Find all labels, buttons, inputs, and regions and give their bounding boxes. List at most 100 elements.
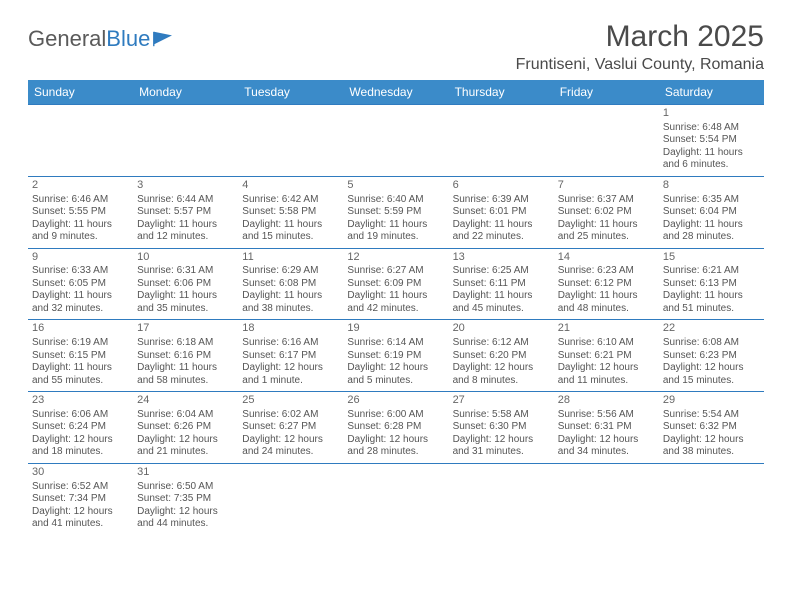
sunset-text: Sunset: 5:54 PM [663,134,760,147]
sunset-text: Sunset: 7:34 PM [32,493,129,506]
daylight-text: Daylight: 12 hours and 21 minutes. [137,434,234,459]
calendar-day [133,105,238,177]
sunrise-text: Sunrise: 6:00 AM [347,409,444,422]
sunrise-text: Sunrise: 6:02 AM [242,409,339,422]
sunrise-text: Sunrise: 6:21 AM [663,265,760,278]
sunset-text: Sunset: 6:23 PM [663,350,760,363]
sunset-text: Sunset: 6:06 PM [137,278,234,291]
logo-text-blue: Blue [106,26,150,52]
title-block: March 2025 Fruntiseni, Vaslui County, Ro… [516,20,764,74]
sunrise-text: Sunrise: 6:39 AM [453,194,550,207]
daylight-text: Daylight: 12 hours and 18 minutes. [32,434,129,459]
daylight-text: Daylight: 11 hours and 32 minutes. [32,290,129,315]
sunrise-text: Sunrise: 6:46 AM [32,194,129,207]
calendar-day: 22Sunrise: 6:08 AMSunset: 6:23 PMDayligh… [659,320,764,392]
sunrise-text: Sunrise: 6:18 AM [137,337,234,350]
sunrise-text: Sunrise: 6:06 AM [32,409,129,422]
daylight-text: Daylight: 12 hours and 44 minutes. [137,506,234,531]
sunrise-text: Sunrise: 6:25 AM [453,265,550,278]
day-header: Wednesday [343,80,448,105]
sunrise-text: Sunrise: 6:40 AM [347,194,444,207]
day-number: 8 [663,179,760,193]
calendar-page: GeneralBlue March 2025 Fruntiseni, Vaslu… [0,0,792,555]
sunrise-text: Sunrise: 6:37 AM [558,194,655,207]
daylight-text: Daylight: 11 hours and 15 minutes. [242,219,339,244]
sunrise-text: Sunrise: 5:58 AM [453,409,550,422]
sunset-text: Sunset: 6:17 PM [242,350,339,363]
day-number: 27 [453,394,550,408]
calendar-day: 21Sunrise: 6:10 AMSunset: 6:21 PMDayligh… [554,320,659,392]
daylight-text: Daylight: 12 hours and 28 minutes. [347,434,444,459]
sunset-text: Sunset: 7:35 PM [137,493,234,506]
calendar-day: 7Sunrise: 6:37 AMSunset: 6:02 PMDaylight… [554,176,659,248]
daylight-text: Daylight: 11 hours and 9 minutes. [32,219,129,244]
daylight-text: Daylight: 12 hours and 24 minutes. [242,434,339,459]
sunset-text: Sunset: 6:28 PM [347,421,444,434]
day-number: 28 [558,394,655,408]
sunset-text: Sunset: 6:31 PM [558,421,655,434]
day-number: 25 [242,394,339,408]
logo-text-general: General [28,26,106,52]
day-number: 6 [453,179,550,193]
calendar-day: 18Sunrise: 6:16 AMSunset: 6:17 PMDayligh… [238,320,343,392]
sunset-text: Sunset: 6:21 PM [558,350,655,363]
day-number: 23 [32,394,129,408]
day-number: 12 [347,251,444,265]
sunrise-text: Sunrise: 6:14 AM [347,337,444,350]
day-number: 20 [453,322,550,336]
calendar-day [238,463,343,534]
calendar-day [659,463,764,534]
sunset-text: Sunset: 6:26 PM [137,421,234,434]
sunrise-text: Sunrise: 6:48 AM [663,122,760,135]
sunrise-text: Sunrise: 6:12 AM [453,337,550,350]
sunrise-text: Sunrise: 6:44 AM [137,194,234,207]
sunset-text: Sunset: 6:32 PM [663,421,760,434]
calendar-day: 1Sunrise: 6:48 AMSunset: 5:54 PMDaylight… [659,105,764,177]
day-number: 19 [347,322,444,336]
calendar-day [343,463,448,534]
calendar-day: 8Sunrise: 6:35 AMSunset: 6:04 PMDaylight… [659,176,764,248]
day-number: 1 [663,107,760,121]
sunset-text: Sunset: 6:01 PM [453,206,550,219]
day-number: 7 [558,179,655,193]
calendar-day: 20Sunrise: 6:12 AMSunset: 6:20 PMDayligh… [449,320,554,392]
calendar-day: 5Sunrise: 6:40 AMSunset: 5:59 PMDaylight… [343,176,448,248]
day-number: 3 [137,179,234,193]
calendar-week: 9Sunrise: 6:33 AMSunset: 6:05 PMDaylight… [28,248,764,320]
sunset-text: Sunset: 6:11 PM [453,278,550,291]
calendar-day: 3Sunrise: 6:44 AMSunset: 5:57 PMDaylight… [133,176,238,248]
daylight-text: Daylight: 11 hours and 48 minutes. [558,290,655,315]
calendar-day: 26Sunrise: 6:00 AMSunset: 6:28 PMDayligh… [343,392,448,464]
calendar-body: 1Sunrise: 6:48 AMSunset: 5:54 PMDaylight… [28,105,764,535]
calendar-day [554,463,659,534]
sunrise-text: Sunrise: 5:54 AM [663,409,760,422]
sunset-text: Sunset: 5:55 PM [32,206,129,219]
day-number: 31 [137,466,234,480]
sunset-text: Sunset: 6:09 PM [347,278,444,291]
month-title: March 2025 [516,20,764,54]
calendar-day: 4Sunrise: 6:42 AMSunset: 5:58 PMDaylight… [238,176,343,248]
calendar-day: 28Sunrise: 5:56 AMSunset: 6:31 PMDayligh… [554,392,659,464]
day-number: 2 [32,179,129,193]
sunset-text: Sunset: 6:08 PM [242,278,339,291]
day-number: 10 [137,251,234,265]
calendar-day [449,105,554,177]
day-number: 17 [137,322,234,336]
calendar-day: 15Sunrise: 6:21 AMSunset: 6:13 PMDayligh… [659,248,764,320]
daylight-text: Daylight: 12 hours and 1 minute. [242,362,339,387]
sunset-text: Sunset: 5:58 PM [242,206,339,219]
daylight-text: Daylight: 11 hours and 58 minutes. [137,362,234,387]
day-number: 14 [558,251,655,265]
sunrise-text: Sunrise: 6:10 AM [558,337,655,350]
sunrise-text: Sunrise: 6:23 AM [558,265,655,278]
sunrise-text: Sunrise: 6:42 AM [242,194,339,207]
sunrise-text: Sunrise: 6:16 AM [242,337,339,350]
daylight-text: Daylight: 11 hours and 35 minutes. [137,290,234,315]
daylight-text: Daylight: 11 hours and 38 minutes. [242,290,339,315]
calendar-day: 19Sunrise: 6:14 AMSunset: 6:19 PMDayligh… [343,320,448,392]
daylight-text: Daylight: 11 hours and 19 minutes. [347,219,444,244]
sunset-text: Sunset: 6:19 PM [347,350,444,363]
daylight-text: Daylight: 11 hours and 6 minutes. [663,147,760,172]
calendar-day: 9Sunrise: 6:33 AMSunset: 6:05 PMDaylight… [28,248,133,320]
header: GeneralBlue March 2025 Fruntiseni, Vaslu… [28,20,764,74]
